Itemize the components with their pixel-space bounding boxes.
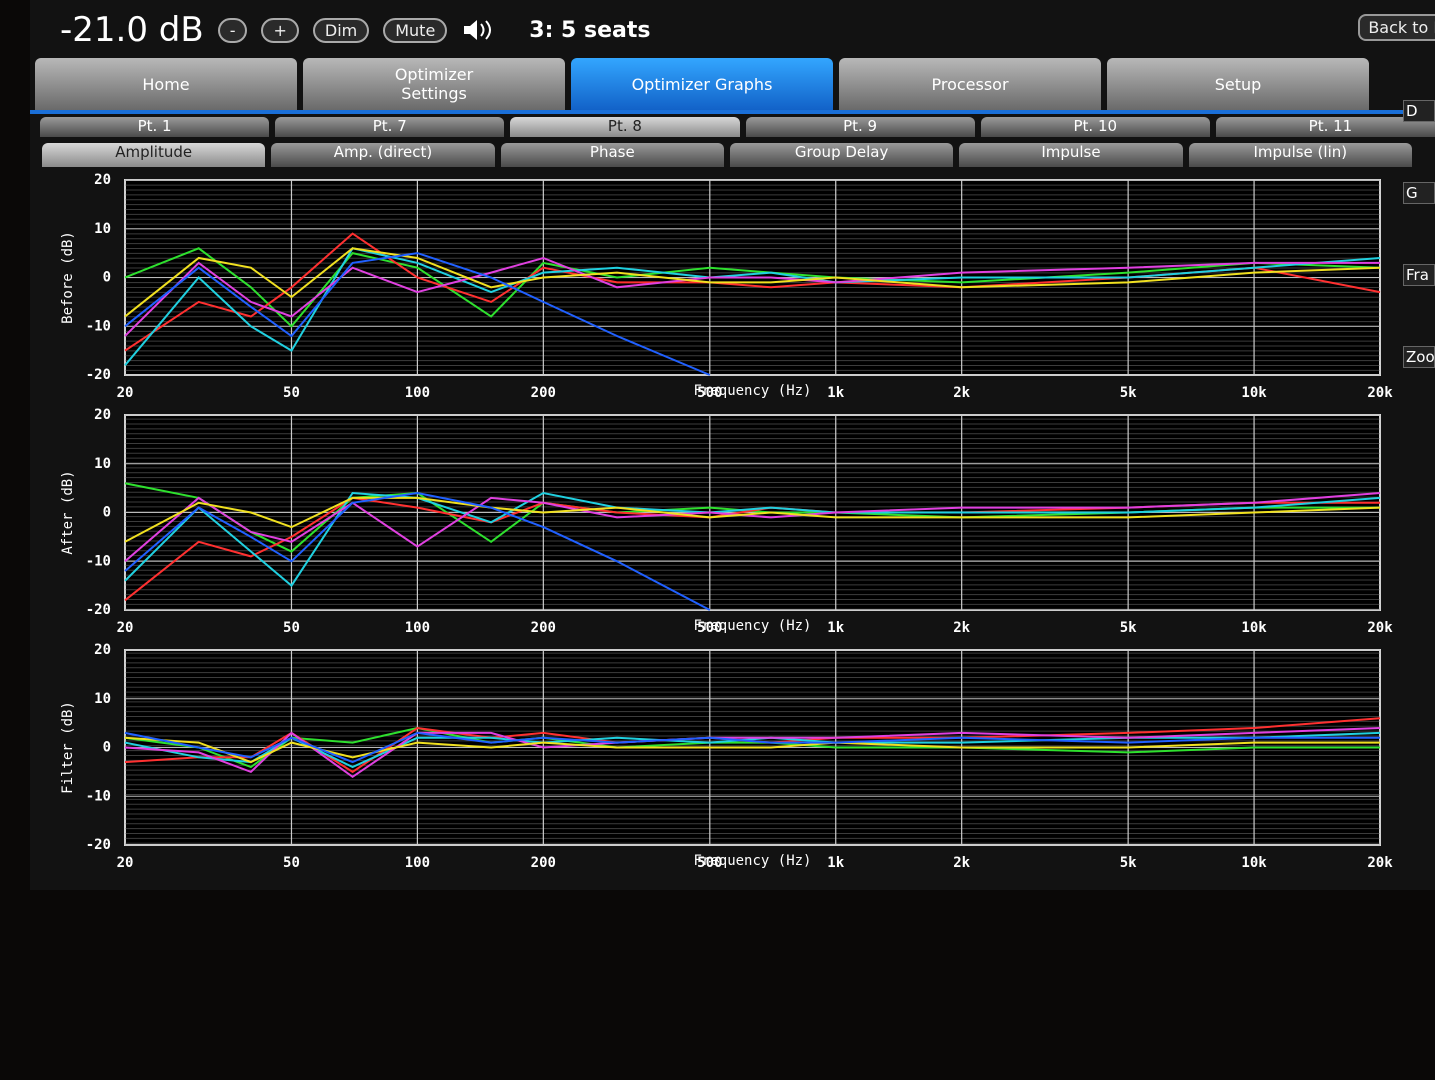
response-curve bbox=[124, 496, 1381, 543]
button[interactable]: Mute bbox=[383, 17, 448, 43]
x-axis-label: Frequency (Hz) bbox=[693, 618, 811, 634]
x-tick-label: 500 bbox=[697, 620, 722, 636]
back-button[interactable]: Back to Ma bbox=[1358, 14, 1435, 41]
x-tick-label: 10k bbox=[1241, 855, 1267, 871]
point-tabs: Pt. 1 Pt. 7 Pt. 8 Pt. 9 Pt. 10 Pt. 11 bbox=[30, 117, 1435, 137]
response-curve bbox=[124, 256, 1380, 337]
x-tick-label: 200 bbox=[531, 620, 556, 636]
side-label: G bbox=[1403, 182, 1435, 204]
y-tick-label: 20 bbox=[94, 642, 111, 658]
response-curve bbox=[124, 736, 1380, 764]
x-tick-label: 2k bbox=[953, 385, 970, 401]
point-tab[interactable]: Pt. 9 bbox=[745, 117, 975, 137]
y-axis-label: Filter (dB) bbox=[60, 701, 76, 794]
graph-tab[interactable]: Amplitude bbox=[42, 143, 266, 167]
side-label: Fra bbox=[1403, 264, 1435, 286]
button[interactable]: Dim bbox=[312, 17, 370, 43]
x-tick-label: 20 bbox=[117, 385, 134, 401]
x-tick-label: 100 bbox=[405, 620, 430, 636]
y-tick-label: -10 bbox=[86, 788, 111, 804]
response-curve bbox=[124, 491, 711, 611]
y-tick-label: 10 bbox=[94, 691, 111, 707]
x-axis-label: Frequency (Hz) bbox=[693, 853, 811, 869]
y-tick-label: 20 bbox=[94, 172, 111, 188]
y-axis-label: After (dB) bbox=[60, 470, 76, 554]
x-tick-label: 2k bbox=[953, 855, 970, 871]
graph-tabs: Amplitude Amp. (direct) Phase Group Delay Im… bbox=[30, 143, 1412, 167]
x-axis-label: Frequency (Hz) bbox=[693, 383, 811, 399]
header: -21.0 dB - + Dim Mute 3: 5 seats Back to… bbox=[30, 8, 1435, 52]
x-tick-label: 1k bbox=[827, 855, 844, 871]
response-curve bbox=[124, 731, 1380, 764]
point-tab[interactable]: Pt. 7 bbox=[275, 117, 505, 137]
main-tab[interactable]: Processor bbox=[839, 58, 1101, 110]
point-tab[interactable]: Pt. 10 bbox=[980, 117, 1210, 137]
x-tick-label: 200 bbox=[531, 855, 556, 871]
x-tick-label: 1k bbox=[827, 620, 844, 636]
button[interactable]: - bbox=[217, 17, 248, 43]
y-tick-label: 0 bbox=[103, 505, 111, 521]
app-window: -21.0 dB - + Dim Mute 3: 5 seats Back to… bbox=[30, 0, 1435, 890]
y-tick-label: -10 bbox=[86, 553, 111, 569]
graph-tab[interactable]: Group Delay bbox=[729, 143, 954, 167]
x-tick-label: 20k bbox=[1367, 855, 1393, 871]
x-tick-label: 5k bbox=[1120, 385, 1137, 401]
x-tick-label: 100 bbox=[405, 385, 430, 401]
y-tick-label: -10 bbox=[86, 318, 111, 334]
x-tick-label: 10k bbox=[1241, 620, 1267, 636]
response-curve bbox=[124, 496, 1380, 602]
x-tick-label: 20k bbox=[1367, 385, 1393, 401]
x-tick-label: 1k bbox=[827, 385, 844, 401]
point-tab[interactable]: Pt. 11 bbox=[1215, 117, 1435, 137]
x-tick-label: 50 bbox=[283, 385, 300, 401]
graph-tab[interactable]: Amp. (direct) bbox=[271, 143, 495, 167]
response-curve bbox=[124, 247, 1381, 366]
x-tick-label: 20k bbox=[1367, 620, 1393, 636]
point-tab[interactable]: Pt. 1 bbox=[40, 117, 270, 137]
x-tick-label: 200 bbox=[531, 385, 556, 401]
y-tick-label: 20 bbox=[94, 407, 111, 423]
side-label: D bbox=[1403, 100, 1435, 122]
y-tick-label: -20 bbox=[86, 367, 111, 383]
x-tick-label: 5k bbox=[1120, 855, 1137, 871]
x-tick-label: 5k bbox=[1120, 620, 1137, 636]
x-tick-label: 100 bbox=[405, 855, 430, 871]
main-tabs: Home Optimizer Settings Optimizer Graphs Pr… bbox=[30, 58, 1435, 114]
y-tick-label: -20 bbox=[86, 602, 111, 618]
y-tick-label: 0 bbox=[103, 740, 111, 756]
graph-tab[interactable]: Impulse bbox=[959, 143, 1183, 167]
main-tab[interactable]: Optimizer Settings bbox=[303, 58, 565, 110]
graph-tab[interactable]: Impulse (lin) bbox=[1188, 143, 1412, 167]
x-tick-label: 2k bbox=[953, 620, 970, 636]
x-tick-label: 50 bbox=[283, 620, 300, 636]
y-tick-label: 10 bbox=[94, 456, 111, 472]
x-tick-label: 50 bbox=[283, 855, 300, 871]
x-tick-label: 500 bbox=[697, 855, 722, 871]
preset: 3: 5 seats bbox=[529, 17, 651, 43]
main-tab[interactable]: Optimizer Graphs bbox=[571, 58, 833, 110]
button[interactable]: + bbox=[261, 17, 299, 43]
response-curve bbox=[124, 252, 711, 376]
side-label: Zoo bbox=[1403, 346, 1435, 368]
response-curve bbox=[124, 247, 1381, 318]
x-tick-label: 20 bbox=[117, 855, 134, 871]
y-tick-label: 10 bbox=[94, 221, 111, 237]
speaker-icon[interactable] bbox=[461, 18, 495, 42]
y-axis-label: Before (dB) bbox=[60, 231, 76, 324]
side-panel: D G Fra Zoo bbox=[1403, 100, 1435, 368]
main-tab[interactable]: Setup bbox=[1107, 58, 1369, 110]
y-tick-label: 0 bbox=[103, 270, 111, 286]
point-tab[interactable]: Pt. 8 bbox=[510, 117, 740, 137]
response-curve bbox=[124, 491, 1381, 588]
y-tick-label: -20 bbox=[86, 837, 111, 853]
x-tick-label: 20 bbox=[117, 620, 134, 636]
graph-tab[interactable]: Phase bbox=[500, 143, 724, 167]
x-tick-label: 500 bbox=[697, 385, 722, 401]
x-tick-label: 10k bbox=[1241, 385, 1267, 401]
main-tab[interactable]: Home bbox=[35, 58, 297, 110]
volume: -21.0 dB bbox=[60, 10, 204, 50]
